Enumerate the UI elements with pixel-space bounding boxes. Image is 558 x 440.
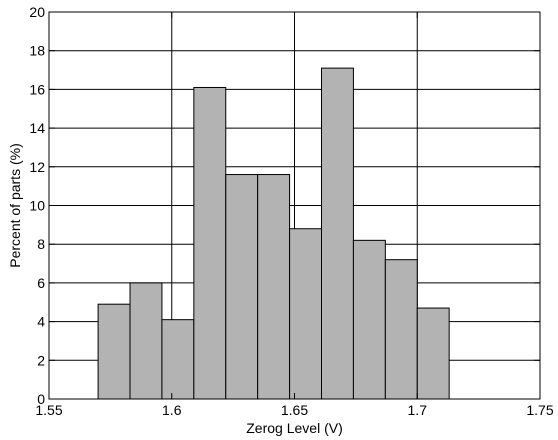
x-axis-title: Zerog Level (V) xyxy=(246,420,342,436)
x-tick-label: 1.7 xyxy=(408,402,428,418)
bars-group xyxy=(97,67,450,400)
y-tick-label: 20 xyxy=(29,4,45,20)
y-tick-label: 0 xyxy=(37,391,45,407)
y-tick-label: 4 xyxy=(37,314,45,330)
y-tick-label: 6 xyxy=(37,275,45,291)
histogram-bar xyxy=(97,303,131,400)
histogram-bar xyxy=(193,86,227,400)
histogram-bar xyxy=(129,282,163,400)
x-tick-label: 1.6 xyxy=(162,402,182,418)
histogram-bar xyxy=(161,319,195,400)
x-tick-label: 1.75 xyxy=(526,402,553,418)
y-tick-label: 12 xyxy=(29,159,45,175)
histogram-bar xyxy=(225,174,259,400)
y-axis-title: Percent of parts (%) xyxy=(7,143,23,268)
y-tick-label: 10 xyxy=(29,198,45,214)
x-tick-label: 1.55 xyxy=(35,402,62,418)
y-tick-label: 16 xyxy=(29,81,45,97)
histogram-bar xyxy=(384,259,418,400)
y-tick-label: 18 xyxy=(29,43,45,59)
x-tick-label: 1.65 xyxy=(281,402,308,418)
histogram-bar xyxy=(257,174,291,400)
axis-ticks: 0 2 4 6 8 10 12 14 16 18 20 1.55 1.6 1.65 1.7 1.75 xyxy=(29,4,553,418)
histogram-bar xyxy=(352,239,386,400)
y-tick-label: 14 xyxy=(29,120,45,136)
histogram-bar xyxy=(289,228,323,400)
y-tick-label: 2 xyxy=(37,352,45,368)
y-tick-label: 8 xyxy=(37,236,45,252)
histogram-bar xyxy=(416,307,450,400)
histogram-bar xyxy=(321,67,354,400)
